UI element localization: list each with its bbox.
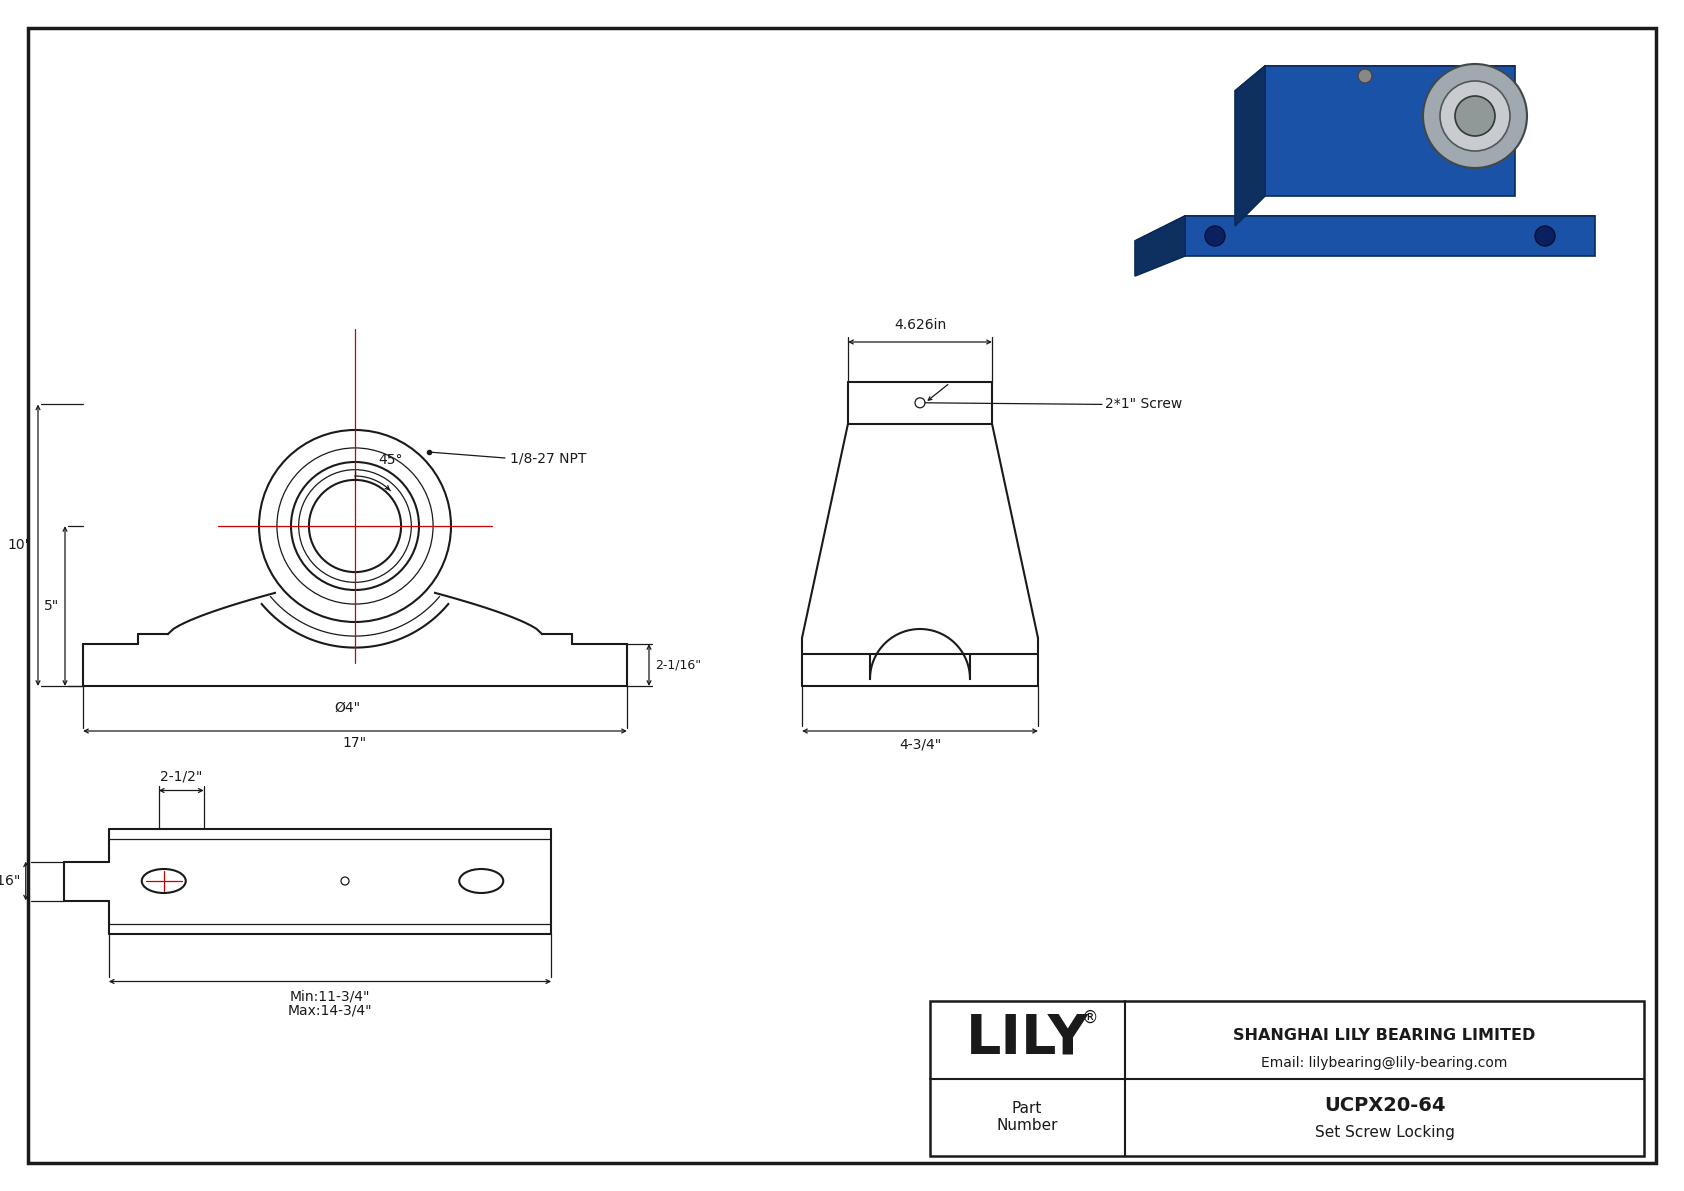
Circle shape [1536,226,1554,247]
Polygon shape [1265,66,1516,197]
Circle shape [1455,96,1495,136]
Polygon shape [1234,66,1265,226]
Text: SHANGHAI LILY BEARING LIMITED: SHANGHAI LILY BEARING LIMITED [1233,1028,1536,1042]
Circle shape [1440,81,1511,151]
Text: 2*1" Screw: 2*1" Screw [1105,398,1182,411]
Polygon shape [1135,216,1595,241]
Text: Max:14-3/4": Max:14-3/4" [288,1004,372,1017]
Text: 4-3/4": 4-3/4" [899,737,941,752]
Text: Ø4": Ø4" [333,701,360,715]
Circle shape [1357,69,1372,83]
Bar [930,1000,1644,1156]
Text: Set Screw Locking: Set Screw Locking [1315,1125,1455,1140]
Polygon shape [1234,66,1516,91]
Polygon shape [1135,216,1186,276]
Text: 1/8-27 NPT: 1/8-27 NPT [510,451,586,464]
Text: Part
Number: Part Number [997,1100,1058,1134]
Text: 2-1/2": 2-1/2" [160,769,202,784]
Text: 17": 17" [344,736,367,750]
Text: 10": 10" [8,538,32,553]
Text: Min:11-3/4": Min:11-3/4" [290,990,370,1004]
Text: LILY: LILY [965,1011,1088,1065]
Circle shape [1206,226,1224,247]
Text: 4.626in: 4.626in [894,318,946,332]
Text: Email: lilybearing@lily-bearing.com: Email: lilybearing@lily-bearing.com [1261,1056,1507,1070]
Polygon shape [1186,216,1595,256]
Text: 1-5/16": 1-5/16" [0,874,20,888]
Text: UCPX20-64: UCPX20-64 [1324,1096,1445,1115]
Circle shape [1423,64,1527,168]
Text: 45°: 45° [379,453,402,467]
Text: 5": 5" [44,599,59,613]
Text: 2-1/16": 2-1/16" [655,659,701,672]
Text: ®: ® [1081,1009,1098,1027]
